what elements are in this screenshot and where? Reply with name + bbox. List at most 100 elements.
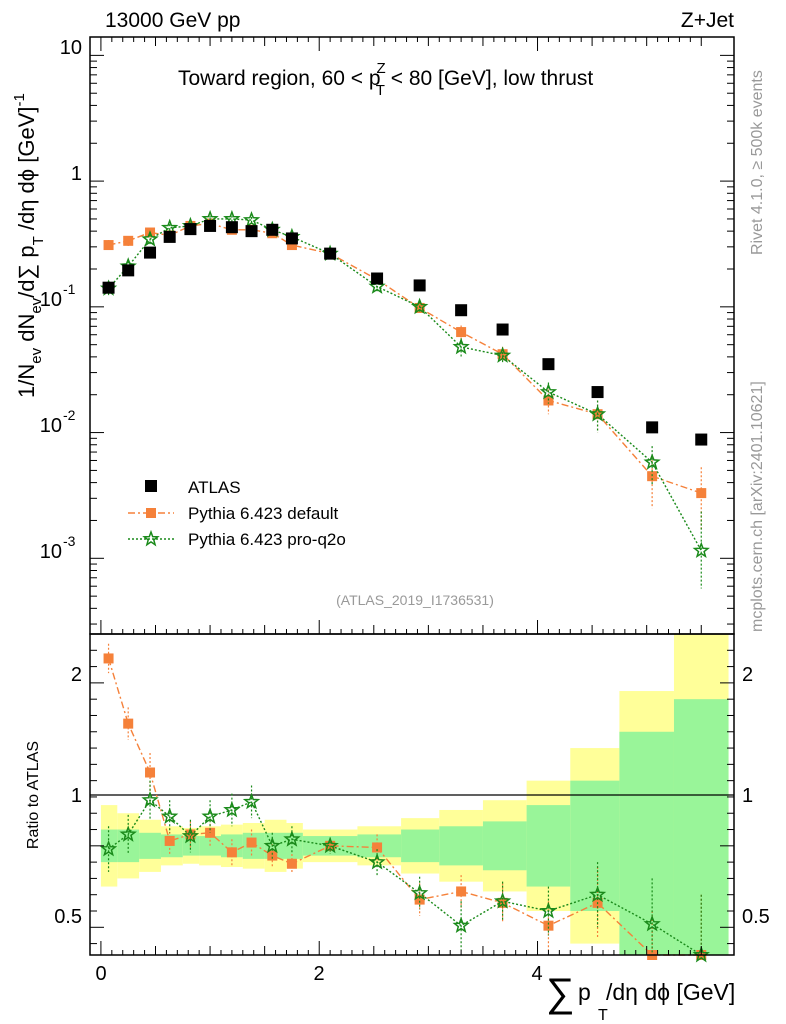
ratio-series-proq2o <box>99 780 710 963</box>
energy-label: 13000 GeV pp <box>105 9 240 32</box>
svg-text:T: T <box>598 1007 608 1024</box>
ratio-default-point-12 <box>414 894 425 905</box>
ratio-default-point-13 <box>456 886 467 897</box>
main-ytick-label-1e-2: 10 -2 <box>40 407 76 437</box>
svg-text:-2: -2 <box>63 407 76 423</box>
ratio-proq2o-point-13 <box>452 916 470 934</box>
band-inner-bin-14 <box>482 821 527 871</box>
main-atlas-point-4 <box>184 223 197 236</box>
process-label: Z+Jet <box>681 9 734 32</box>
x-axis-label: ∑ p T /dη dϕ [GeV] <box>546 971 735 1024</box>
band-inner-bin-15 <box>526 805 571 887</box>
svg-text:10: 10 <box>40 541 62 563</box>
ratio-proq2o-point-15 <box>539 901 558 919</box>
plot-title: Toward region, 60 < pZ T < 80 [GeV], low … <box>178 60 593 99</box>
ratio-proq2o-point-3 <box>160 807 179 824</box>
main-atlas-point-1 <box>122 264 135 277</box>
ratio-ytick-label-1: 1 <box>71 785 82 807</box>
main-atlas-point-14 <box>496 323 509 336</box>
ratio-default-point-1 <box>123 718 134 729</box>
main-default-line <box>108 222 702 494</box>
main-proq2o-line <box>108 218 702 552</box>
legend-marker-default <box>146 508 156 518</box>
svg-text:-3: -3 <box>63 533 76 549</box>
side-rivet-label: Rivet 4.1.0, ≥ 500k events <box>749 70 766 255</box>
main-proq2o-point-13 <box>452 337 470 355</box>
main-atlas-point-11 <box>371 272 384 285</box>
main-atlas-point-0 <box>102 281 115 294</box>
ratio-default-point-15 <box>543 920 554 931</box>
band-inner-bin-12 <box>401 829 440 863</box>
svg-text:1/Nev dNev/d∑ pT /dη dϕ [GeV]: 1/Nev dNev/d∑ pT /dη dϕ [GeV]-1 <box>11 93 47 398</box>
main-atlas-point-5 <box>204 219 217 232</box>
ratio-ytick-label-2-right: 2 <box>742 664 753 686</box>
svg-text:10: 10 <box>40 415 62 437</box>
svg-text:∑: ∑ <box>546 971 575 1015</box>
main-proq2o-point-17 <box>643 453 661 470</box>
main-ytick-label-1e-1: 10 -1 <box>40 281 76 311</box>
main-atlas-point-3 <box>163 230 176 243</box>
main-atlas-point-2 <box>144 246 157 259</box>
main-proq2o-point-3 <box>160 218 179 236</box>
legend-label-proq2o: Pythia 6.423 pro-q2o <box>188 530 346 549</box>
main-default-point-14 <box>497 349 508 360</box>
ratio-ytick-label-1-right: 1 <box>742 785 753 807</box>
ratio-proq2o-point-5 <box>201 807 219 824</box>
ratio-proq2o-point-7 <box>242 792 261 810</box>
main-proq2o-point-12 <box>410 297 429 315</box>
main-proq2o-point-16 <box>588 405 607 422</box>
y-axis-label-ratio: Ratio to ATLAS <box>25 741 42 849</box>
main-default-point-9 <box>286 240 297 251</box>
main-default-point-18 <box>696 488 707 499</box>
band-inner-bin-16 <box>570 780 620 912</box>
ratio-proq2o-point-10 <box>321 836 339 854</box>
legend: ATLAS Pythia 6.423 default Pythia 6.423 … <box>128 478 346 549</box>
svg-text:-1: -1 <box>63 281 76 297</box>
ratio-ytick-label-2: 2 <box>71 664 82 686</box>
main-proq2o-point-15 <box>539 382 558 400</box>
legend-label-atlas: ATLAS <box>188 478 241 497</box>
ratio-proq2o-point-18 <box>692 945 710 963</box>
ratio-proq2o-point-17 <box>643 914 661 932</box>
ratio-default-point-9 <box>286 858 297 869</box>
ratio-proq2o-point-9 <box>283 830 301 847</box>
main-ytick-label-10: 10 <box>60 37 82 59</box>
main-atlas-point-6 <box>225 221 238 234</box>
main-default-point-0 <box>103 240 114 251</box>
band-inner-bin-13 <box>439 826 483 866</box>
main-series-atlas <box>102 219 708 446</box>
main-proq2o-point-2 <box>141 230 159 247</box>
ratio-default-point-11 <box>372 842 383 853</box>
ratio-default-point-7 <box>246 837 257 848</box>
main-default-point-17 <box>647 471 658 482</box>
main-atlas-point-10 <box>324 247 337 260</box>
ratio-proq2o-point-4 <box>181 826 200 844</box>
main-proq2o-point-18 <box>692 541 710 559</box>
ratio-proq2o-point-14 <box>493 892 512 909</box>
band-inner-bin-5 <box>199 836 221 856</box>
analysis-id-label: (ATLAS_2019_I1736531) <box>336 592 494 608</box>
main-default-point-1 <box>123 235 134 246</box>
ratio-proq2o-point-8 <box>263 836 281 854</box>
ratio-default-point-2 <box>145 767 156 778</box>
ratio-default-point-0 <box>103 653 114 664</box>
main-atlas-point-9 <box>285 232 298 245</box>
main-plot-frame <box>89 36 735 635</box>
xtick-label-4: 4 <box>531 963 542 985</box>
legend-marker-atlas <box>145 480 157 492</box>
main-proq2o-point-7 <box>242 210 261 228</box>
main-proq2o-point-14 <box>493 346 512 363</box>
main-default-point-13 <box>456 327 467 338</box>
y-axis-label-main: 1/Nev dNev/d∑ pT /dη dϕ [GeV]-1 <box>11 93 47 398</box>
main-y-ticks <box>90 54 734 625</box>
main-atlas-point-7 <box>245 225 258 238</box>
main-atlas-point-15 <box>542 358 555 371</box>
side-mcplots-label: mcplots.cern.ch [arXiv:2401.10621] <box>749 381 766 632</box>
band-inner-bin-1 <box>117 829 140 863</box>
ratio-y-ticks <box>90 649 734 945</box>
main-atlas-point-12 <box>413 279 426 292</box>
ratio-plot-frame <box>89 633 735 956</box>
main-atlas-point-16 <box>591 386 604 399</box>
main-atlas-point-13 <box>455 304 468 317</box>
band-inner-bin-17 <box>619 731 674 955</box>
